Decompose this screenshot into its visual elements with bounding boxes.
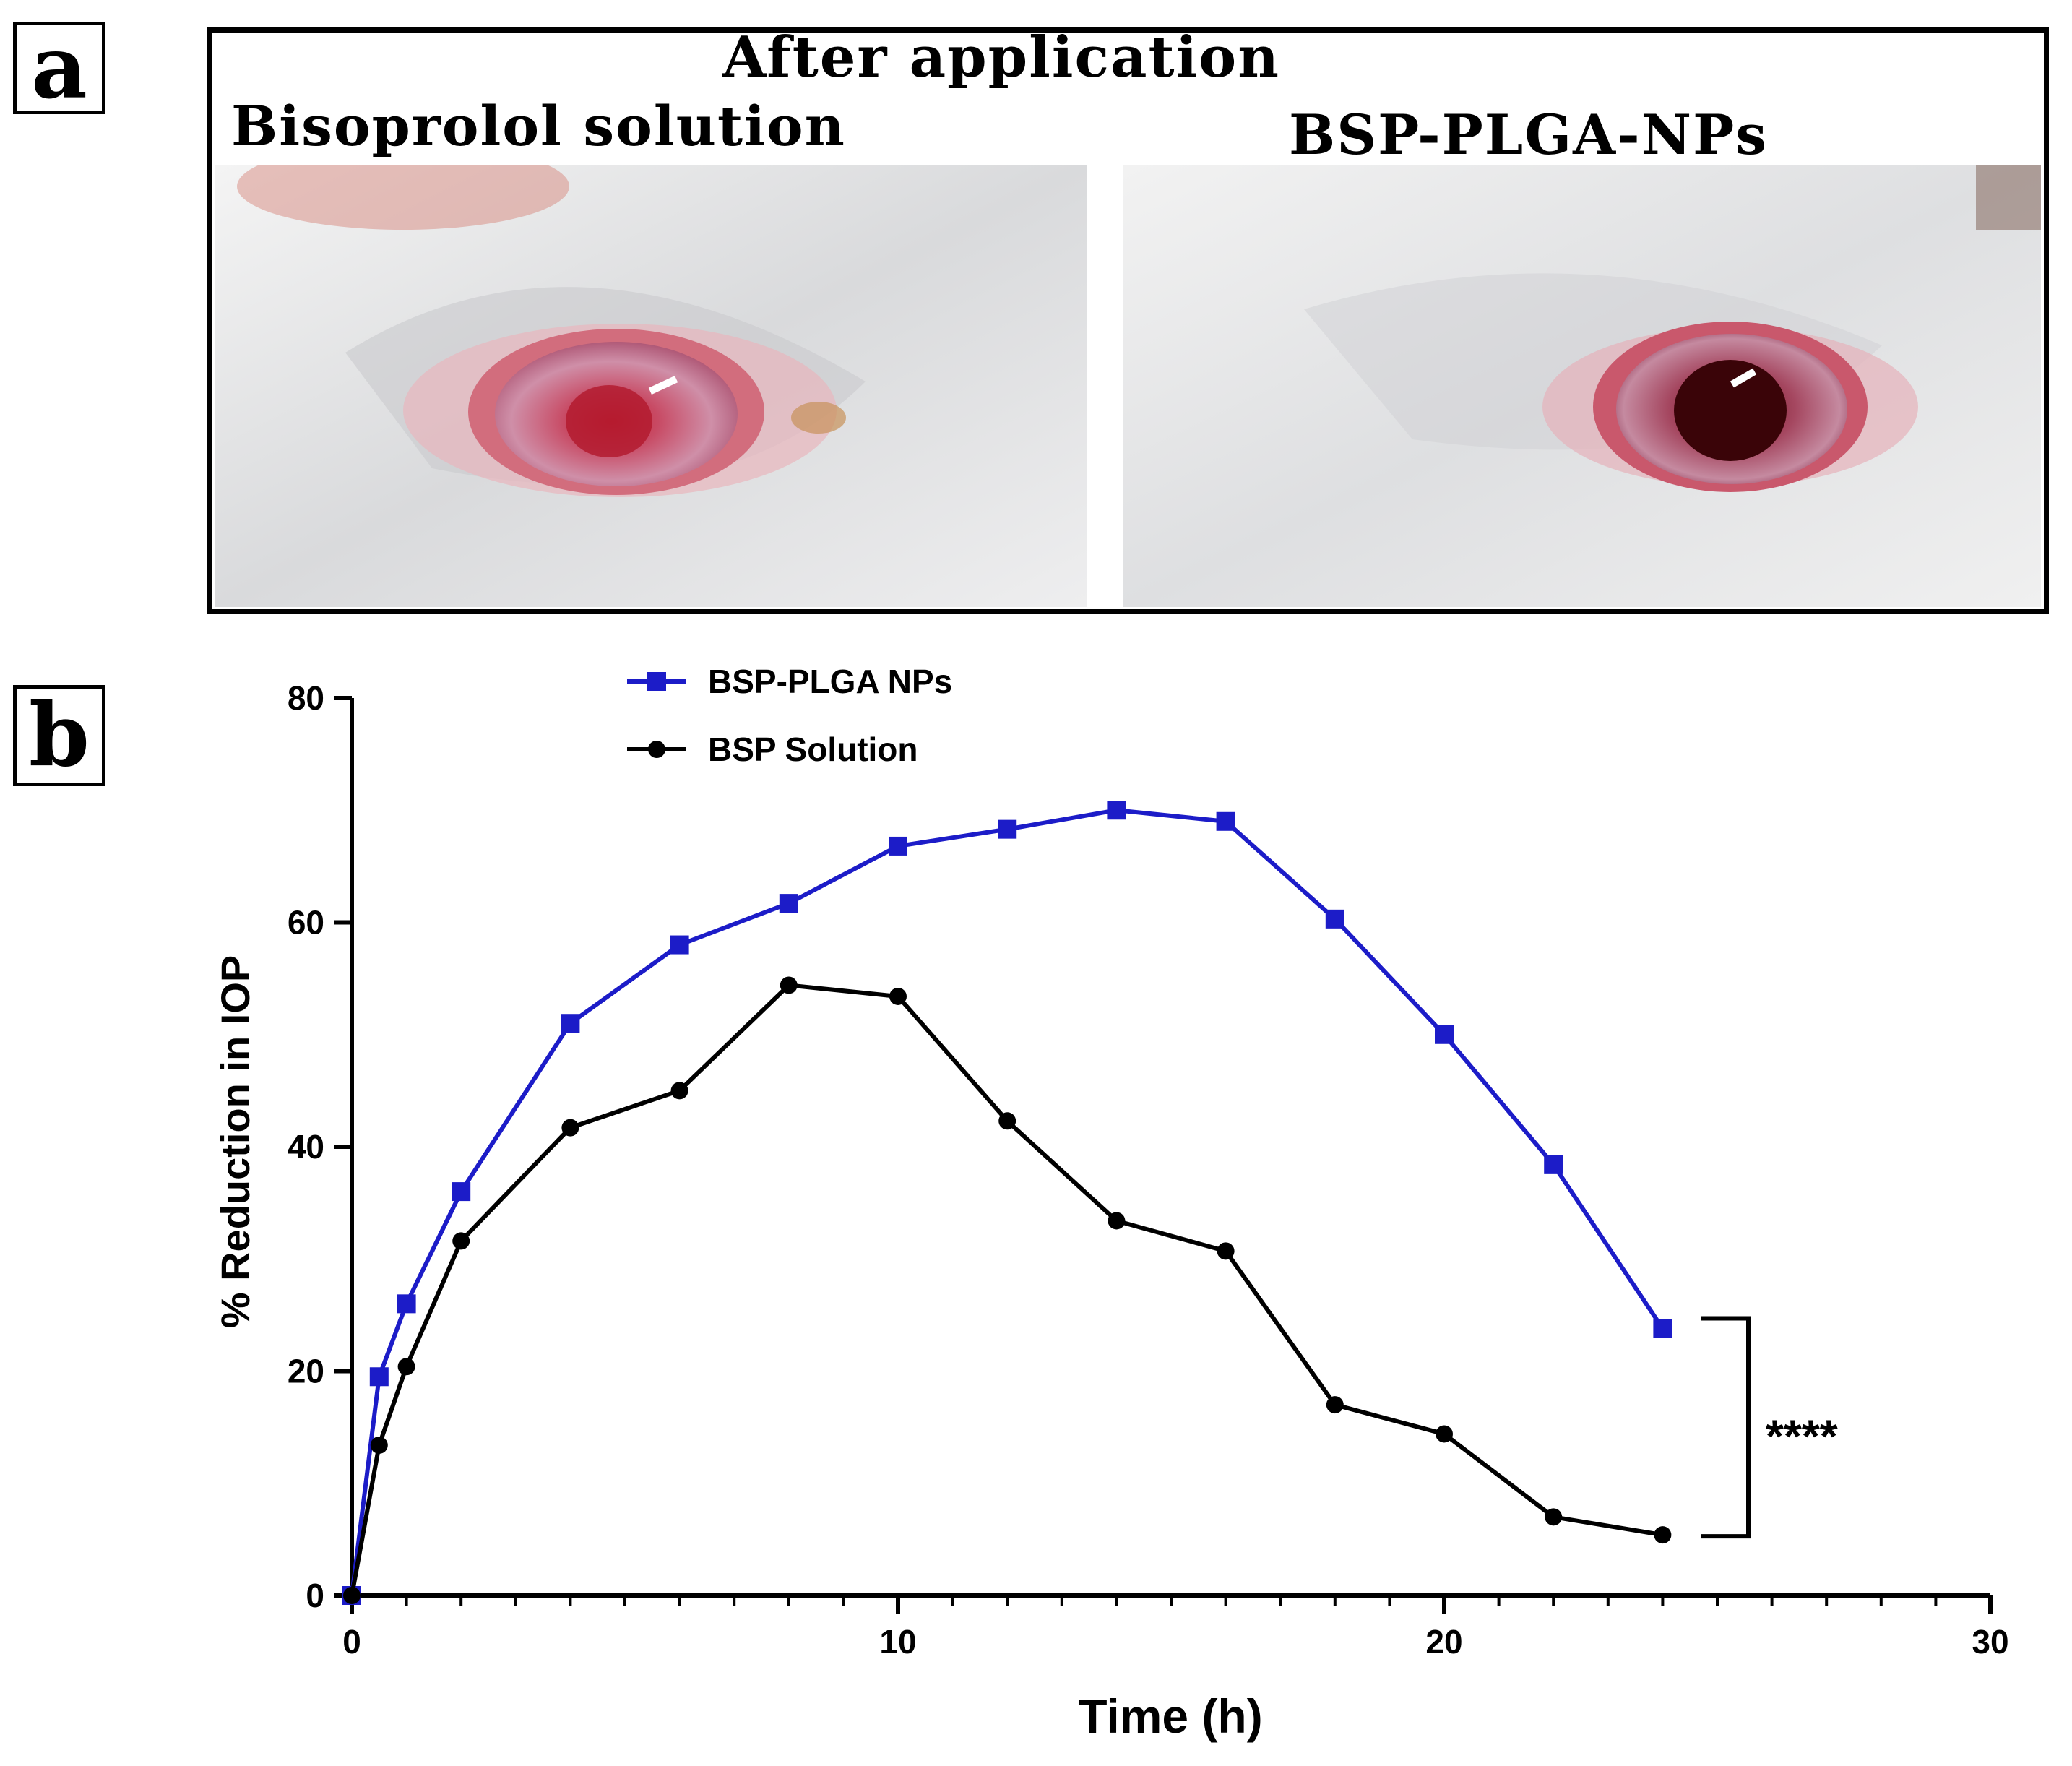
panel-label-a: a [13, 22, 105, 114]
data-point-bsp-solution [998, 1112, 1016, 1130]
data-point-bsp-plga-nps [670, 935, 689, 955]
y-tick-label: 20 [288, 1353, 324, 1390]
legend-marker-bsp-solution [648, 741, 665, 758]
chart-axes: 0 20 40 60 80 0 10 20 30 [288, 679, 2009, 1661]
data-point-bsp-solution [397, 1358, 415, 1376]
left-photo-caption: Bisoprolol solution [231, 94, 846, 158]
data-point-bsp-plga-nps [889, 836, 907, 856]
x-tick-label: 10 [879, 1623, 916, 1661]
data-point-bsp-solution [1654, 1526, 1672, 1544]
data-point-bsp-plga-nps [452, 1182, 471, 1202]
legend-label-bsp-solution: BSP Solution [708, 731, 918, 768]
data-point-bsp-solution [370, 1436, 388, 1454]
data-point-bsp-solution [561, 1119, 579, 1137]
right-photo-caption: BSP-PLGA-NPs [1289, 103, 1769, 167]
eye-photo-bsp-plga-nps [1123, 165, 2041, 607]
chart-legend: BSP-PLGA NPs BSP Solution [627, 663, 952, 768]
y-axis-label: % Reduction in IOP [212, 955, 258, 1328]
data-point-bsp-plga-nps [1544, 1155, 1563, 1174]
x-tick-label: 30 [1972, 1623, 2008, 1661]
significance-stars: **** [1766, 1410, 1838, 1462]
significance-bracket [1701, 1316, 1751, 1539]
y-tick-label: 0 [306, 1577, 324, 1614]
series-line-bsp-plga-nps [350, 808, 1665, 1596]
legend-label-bsp-plga-nps: BSP-PLGA NPs [708, 663, 952, 700]
data-point-bsp-plga-nps [397, 1294, 416, 1314]
y-tick-label: 60 [288, 904, 324, 942]
panel-label-b: b [13, 685, 105, 786]
data-point-bsp-plga-nps [779, 894, 798, 913]
data-point-bsp-solution [1436, 1425, 1453, 1443]
data-point-bsp-plga-nps [1325, 909, 1344, 929]
chart-series-layer [342, 801, 1672, 1605]
legend-marker-bsp-plga-nps [647, 672, 666, 691]
panel-a-heading: After application [722, 25, 1280, 90]
data-point-bsp-solution [1326, 1396, 1344, 1414]
y-tick-label: 80 [288, 679, 324, 717]
data-point-bsp-solution [670, 1082, 688, 1100]
eye-photo-bisoprolol-solution [215, 165, 1087, 607]
data-point-bsp-plga-nps [1435, 1025, 1454, 1044]
data-point-bsp-plga-nps [1107, 801, 1126, 820]
data-point-bsp-solution [1545, 1508, 1563, 1526]
x-axis-label: Time (h) [1078, 1689, 1262, 1743]
x-tick-label: 0 [342, 1623, 361, 1661]
y-tick-label: 40 [288, 1128, 324, 1166]
data-point-bsp-solution [780, 976, 798, 994]
data-point-bsp-plga-nps [1216, 811, 1235, 831]
data-point-bsp-plga-nps [561, 1014, 580, 1033]
significance-annotation: **** [1701, 1316, 1838, 1539]
series-line-bsp-solution [350, 983, 1663, 1596]
data-point-bsp-plga-nps [1653, 1319, 1672, 1338]
data-point-bsp-plga-nps [369, 1367, 389, 1387]
data-point-bsp-solution [1108, 1212, 1126, 1230]
data-point-bsp-solution [1217, 1242, 1235, 1260]
data-point-bsp-solution [889, 987, 907, 1005]
x-tick-label: 20 [1425, 1623, 1462, 1661]
data-point-bsp-solution [452, 1232, 470, 1250]
data-point-bsp-plga-nps [998, 819, 1017, 839]
data-point-bsp-solution [343, 1587, 361, 1604]
